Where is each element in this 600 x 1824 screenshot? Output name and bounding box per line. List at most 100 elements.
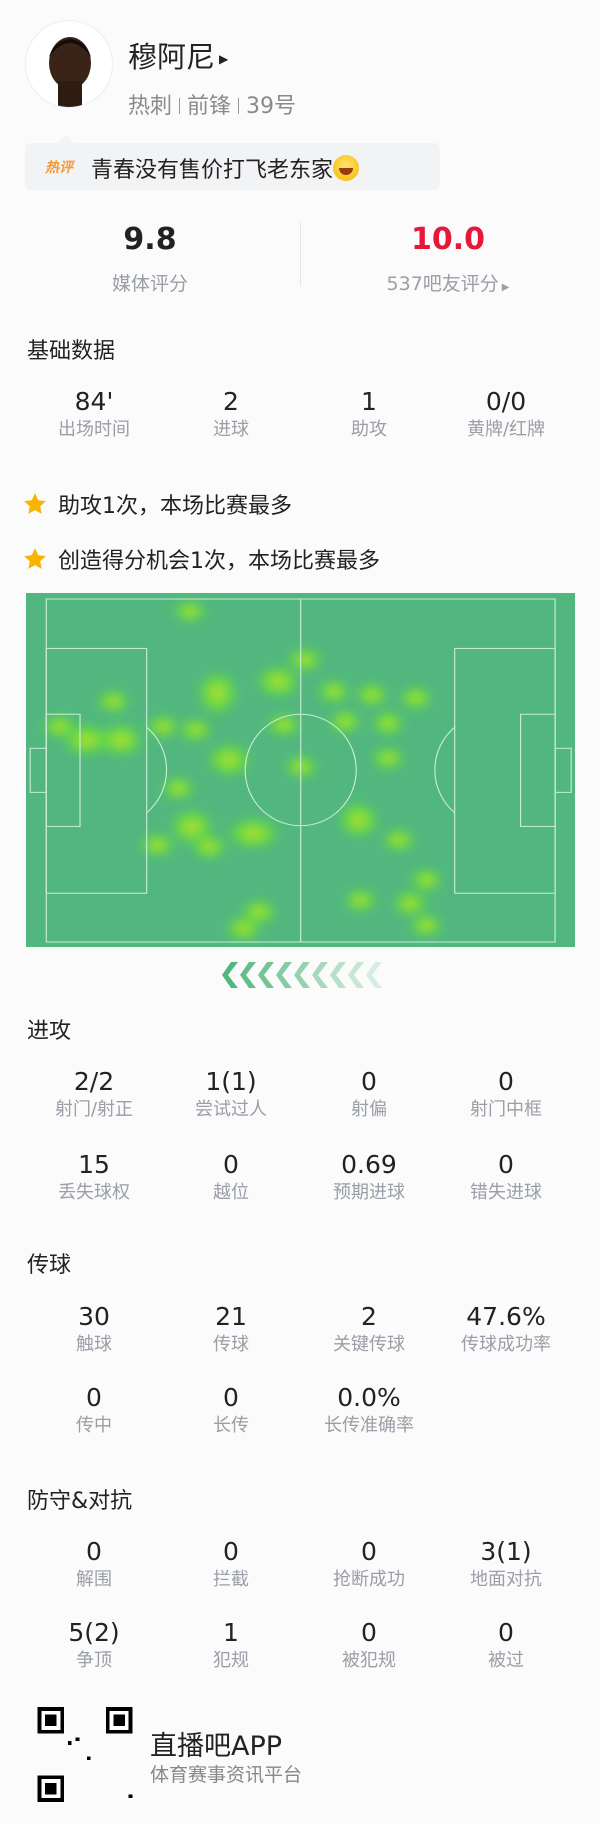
media-rating-value: 9.8: [123, 222, 177, 257]
stat-defense: 0 拦截: [161, 1538, 301, 1591]
pitch-lines: [29, 598, 572, 943]
team: 热刺: [128, 94, 173, 119]
heat-spot: [139, 832, 176, 859]
stat-attack: 1(1) 尝试过人: [161, 1068, 301, 1121]
stat-label: 预期进球: [333, 1182, 405, 1203]
chevron-left-icon: [348, 962, 364, 988]
player-avatar[interactable]: [25, 20, 113, 108]
stat-label: 错失进球: [470, 1182, 542, 1203]
stat-label: 被过: [488, 1650, 524, 1671]
stat-value: 0: [86, 1537, 102, 1566]
app-name: 直播吧APP: [150, 1731, 283, 1762]
heat-spot: [172, 599, 208, 624]
chevron-left-icon: [330, 962, 346, 988]
position: 前锋: [187, 94, 232, 119]
hot-comment[interactable]: 热评 青春没有售价打飞老东家: [25, 135, 440, 190]
heat-spot: [286, 646, 324, 673]
stat-passing: 0.0% 长传准确率: [299, 1384, 439, 1437]
stat-defense: 5(2) 争顶: [24, 1619, 164, 1672]
section-title-basic: 基础数据: [27, 339, 116, 364]
stat-value: 0.0%: [337, 1383, 401, 1412]
stat-value: 47.6%: [466, 1302, 546, 1331]
stat-attack: 0 错失进球: [436, 1151, 576, 1204]
qr-code[interactable]: [36, 1707, 134, 1802]
player-info: 热刺 前锋 39号: [128, 88, 296, 120]
heat-spot: [96, 688, 131, 715]
heat-spot: [254, 664, 302, 699]
heat-spot: [97, 721, 145, 759]
heat-spot: [225, 816, 281, 851]
stat-basic: 1 助攻: [299, 388, 439, 441]
stat-label: 触球: [76, 1334, 112, 1355]
stat-label: 地面对抗: [470, 1569, 542, 1590]
heat-spot: [161, 775, 196, 802]
stat-value: 0: [361, 1067, 377, 1096]
stat-attack: 0 越位: [161, 1151, 301, 1204]
heat-spot: [354, 681, 390, 708]
stat-value: 3(1): [480, 1537, 532, 1566]
chevron-left-icon: [258, 962, 274, 988]
heat-spot: [225, 914, 262, 943]
stat-label: 被犯规: [342, 1650, 396, 1671]
heat-spot: [409, 912, 444, 939]
heat-spot: [370, 745, 406, 772]
app-slogan: 体育赛事资讯平台: [150, 1764, 303, 1786]
laughing-emoji-icon: [333, 155, 360, 181]
hot-comment-text: 青春没有售价打飞老东家: [91, 158, 334, 183]
divider: [300, 222, 301, 286]
stat-label: 关键传球: [333, 1334, 405, 1355]
stat-basic: 2 进球: [161, 388, 301, 441]
stat-value: 0.69: [341, 1150, 397, 1179]
attack-direction-indicator: [222, 962, 384, 988]
chevron-left-icon: [366, 962, 382, 988]
stat-value: 0/0: [485, 387, 527, 416]
stat-label: 射偏: [351, 1099, 387, 1120]
stat-label: 黄牌/红牌: [466, 419, 546, 440]
stat-passing: 47.6% 传球成功率: [436, 1303, 576, 1356]
heat-spot: [370, 709, 406, 738]
stat-value: 0: [361, 1537, 377, 1566]
section-title-passing: 传球: [27, 1253, 72, 1278]
stat-label: 拦截: [213, 1569, 249, 1590]
stat-basic: 0/0 黄牌/红牌: [436, 388, 576, 441]
stat-value: 0: [498, 1067, 514, 1096]
section-title-defense: 防守&对抗: [27, 1489, 133, 1514]
stat-passing: 0 传中: [24, 1384, 164, 1437]
stat-value: 84': [74, 387, 114, 416]
stat-label: 解围: [76, 1569, 112, 1590]
stat-attack: 0.69 预期进球: [299, 1151, 439, 1204]
stat-value: 0: [498, 1150, 514, 1179]
star-icon: [24, 548, 46, 569]
heatmap: [29, 598, 572, 943]
highlight-item: 助攻1次，本场比赛最多: [24, 488, 292, 520]
stat-basic: 84' 出场时间: [24, 388, 164, 441]
stat-value: 0: [361, 1618, 377, 1647]
section-title-attack: 进攻: [27, 1019, 72, 1044]
stat-value: 30: [78, 1302, 110, 1331]
stat-attack: 0 射门中框: [436, 1068, 576, 1121]
media-rating: 9.8 媒体评分: [30, 222, 270, 296]
stat-passing: 30 触球: [24, 1303, 164, 1356]
stat-defense: 0 被过: [436, 1619, 576, 1672]
stat-value: 1(1): [205, 1067, 257, 1096]
stat-label: 抢断成功: [333, 1569, 405, 1590]
stat-value: 2: [223, 387, 239, 416]
stat-defense: 0 抢断成功: [299, 1538, 439, 1591]
heat-spot: [178, 716, 213, 743]
shirt-number: 39号: [246, 94, 297, 119]
stat-label: 传球成功率: [461, 1334, 551, 1355]
heat-spot: [190, 832, 228, 861]
stat-label: 助攻: [351, 419, 387, 440]
fan-rating[interactable]: 10.0 537吧友评分 ▶: [328, 222, 568, 296]
heat-spot: [409, 867, 444, 894]
heat-spot: [398, 685, 434, 712]
player-name[interactable]: 穆阿尼 ▶: [128, 40, 229, 74]
stat-label: 传中: [76, 1415, 112, 1436]
stat-value: 0: [498, 1618, 514, 1647]
stat-label: 长传: [213, 1415, 249, 1436]
chevron-left-icon: [240, 962, 256, 988]
stat-passing: 2 关键传球: [299, 1303, 439, 1356]
caret-right-icon: ▶: [219, 52, 229, 66]
fan-rating-value: 10.0: [410, 222, 486, 257]
heat-spot: [316, 678, 351, 705]
